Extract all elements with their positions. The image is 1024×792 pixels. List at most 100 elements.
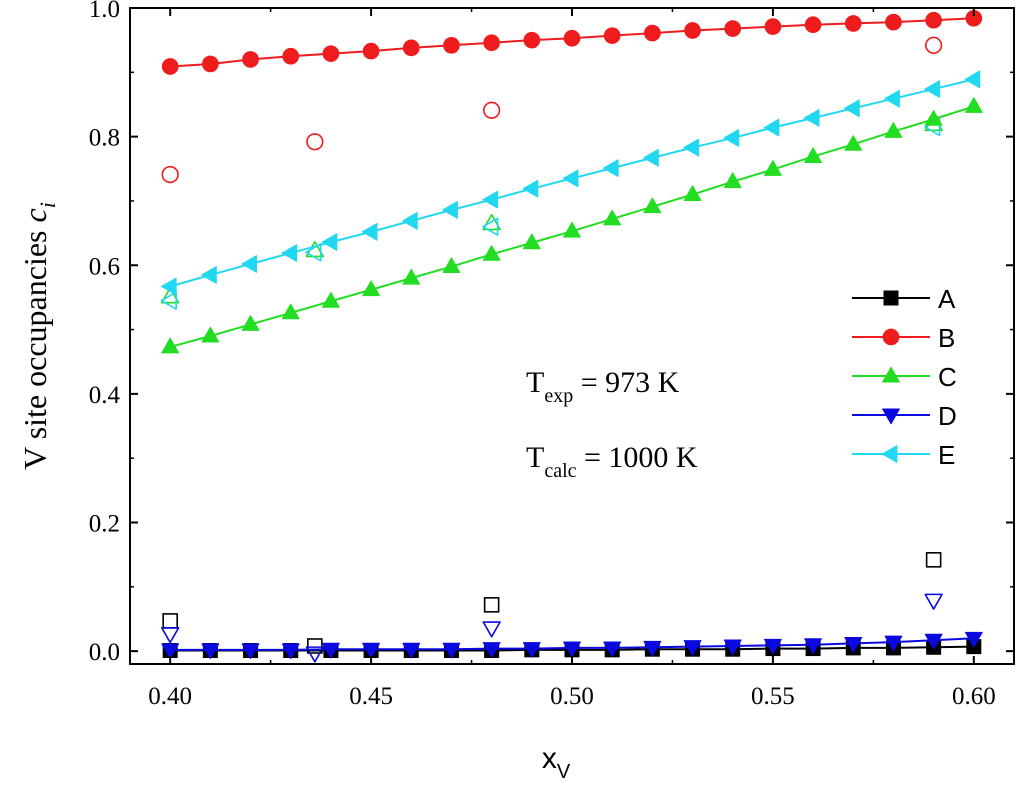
series-point-B <box>402 39 420 57</box>
y-tick-label: 0.8 <box>89 125 120 152</box>
series-point-B <box>362 42 380 60</box>
series-point-E <box>602 159 619 178</box>
series-point-D <box>522 642 541 658</box>
series-point-E <box>361 222 378 241</box>
series-point-C <box>362 280 380 297</box>
series-point-B <box>202 55 219 73</box>
series-point-B <box>804 16 822 34</box>
x-tick-label: 0.45 <box>349 683 393 710</box>
series-point-E <box>402 211 418 230</box>
series-point-D <box>402 642 421 659</box>
series-point-C <box>643 197 662 214</box>
series-point-C <box>402 268 421 285</box>
series-point-B <box>563 29 581 47</box>
series-point-B <box>443 36 460 54</box>
exp-point-E <box>160 291 177 310</box>
series-point-B <box>603 27 621 44</box>
series-point-C <box>322 292 340 308</box>
exp-point-A <box>925 552 942 568</box>
series-point-C <box>804 147 822 164</box>
exp-point-B <box>924 36 943 54</box>
series-point-E <box>964 70 981 89</box>
legend-label-B: B <box>938 323 955 353</box>
series-point-D <box>643 640 662 657</box>
series-point-B <box>242 51 259 68</box>
series-point-D <box>723 639 742 656</box>
series-point-B <box>844 15 862 32</box>
exp-point-C <box>160 287 180 304</box>
annotation-texp: Texp = 973 K <box>526 366 680 407</box>
exp-point-A <box>307 638 323 654</box>
series-point-D <box>683 640 702 656</box>
legend-marker-D <box>882 408 900 425</box>
exp-point-D <box>305 646 325 663</box>
series-point-D <box>201 643 220 660</box>
exp-point-B <box>161 165 179 184</box>
series-point-E <box>924 80 941 98</box>
exp-point-B <box>482 101 501 119</box>
series-point-E <box>482 190 499 209</box>
series-point-C <box>522 233 541 250</box>
series-point-E <box>160 277 177 296</box>
series-point-D <box>482 642 501 658</box>
series-point-C <box>723 172 742 189</box>
series-point-C <box>884 122 903 138</box>
series-point-D <box>884 635 903 652</box>
series-point-E <box>844 99 860 118</box>
series-point-D <box>281 643 300 660</box>
series-point-E <box>763 118 780 137</box>
series-point-D <box>603 641 622 658</box>
series-point-C <box>241 315 260 331</box>
series-point-C <box>201 326 220 343</box>
series-point-D <box>563 641 581 658</box>
y-axis-title: V site occupancies ci <box>17 202 60 470</box>
exp-point-D <box>482 621 501 638</box>
series-point-C <box>281 303 300 320</box>
series-point-B <box>764 18 782 35</box>
series-point-E <box>884 89 900 108</box>
series-point-E <box>723 129 740 147</box>
y-tick-label: 1.0 <box>89 0 120 23</box>
series-point-B <box>644 24 661 42</box>
series-point-C <box>161 337 180 354</box>
y-tick-label: 0.2 <box>89 511 120 538</box>
series-point-E <box>241 255 257 273</box>
series-point-D <box>362 642 380 659</box>
series-point-D <box>764 638 782 655</box>
series-point-C <box>764 160 782 176</box>
series-point-E <box>562 169 579 188</box>
series-point-D <box>964 631 983 648</box>
exp-point-E <box>482 217 499 236</box>
series-point-E <box>201 266 217 284</box>
series-point-B <box>724 20 742 37</box>
x-tick-label: 0.60 <box>952 683 996 710</box>
legend-marker-E <box>881 445 898 463</box>
annotation-tcalc: Tcalc = 1000 K <box>526 441 698 482</box>
series-point-C <box>482 245 501 261</box>
series-point-D <box>924 633 943 650</box>
exp-point-E <box>305 243 322 262</box>
y-tick-label: 0.4 <box>89 382 121 409</box>
series-point-D <box>241 643 260 660</box>
series-point-B <box>684 22 701 39</box>
series-point-B <box>925 11 942 29</box>
x-tick-label: 0.55 <box>751 683 795 710</box>
series-point-D <box>442 642 461 659</box>
legend-label-E: E <box>938 440 955 470</box>
series-point-B <box>523 31 541 49</box>
series-point-E <box>281 244 298 262</box>
series-point-D <box>322 642 340 659</box>
series-point-C <box>844 135 863 151</box>
x-tick-label: 0.50 <box>550 683 594 710</box>
exp-point-B <box>306 133 324 151</box>
legend-label-D: D <box>938 401 957 431</box>
series-point-C <box>603 209 622 226</box>
legend-label-C: C <box>938 362 957 392</box>
exp-point-A <box>483 597 500 613</box>
x-axis-title: xV <box>542 742 571 783</box>
series-point-B <box>282 47 300 65</box>
x-tick-label: 0.40 <box>148 683 192 710</box>
y-tick-label: 0.6 <box>89 253 120 280</box>
series-point-B <box>322 45 340 63</box>
legend-marker-C <box>882 366 900 383</box>
